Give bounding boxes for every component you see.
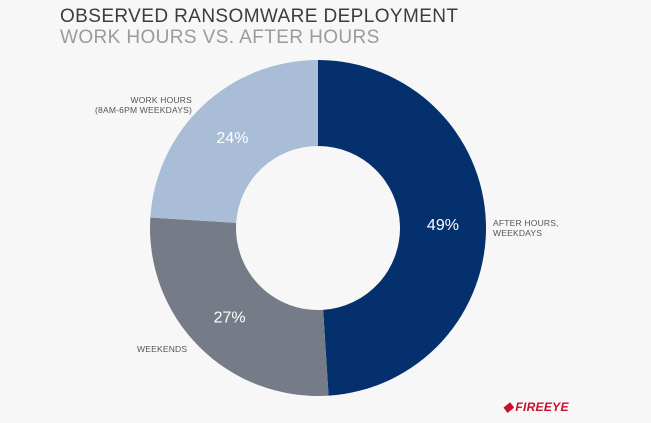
chart-subtitle: WORK HOURS VS. AFTER HOURS xyxy=(60,27,380,48)
slice-category-label: WORK HOURS (8AM-6PM WEEKDAYS) xyxy=(95,95,192,115)
donut-slice-1 xyxy=(150,217,329,396)
slice-value-label: 49% xyxy=(427,217,459,234)
fireeye-mark-icon: ◆ xyxy=(503,399,514,414)
slice-value-label: 27% xyxy=(214,309,246,326)
fireeye-logo: ◆ FIREEYE xyxy=(503,399,569,415)
slice-value-label: 24% xyxy=(216,130,248,147)
fireeye-logo-text: FIREEYE xyxy=(515,400,569,414)
chart-title: OBSERVED RANSOMWARE DEPLOYMENT xyxy=(60,6,459,27)
donut-slice-0 xyxy=(318,60,486,396)
slice-category-label: AFTER HOURS, WEEKDAYS xyxy=(493,218,559,238)
donut-slice-2 xyxy=(150,60,318,223)
slice-category-label: WEEKENDS xyxy=(137,344,187,354)
